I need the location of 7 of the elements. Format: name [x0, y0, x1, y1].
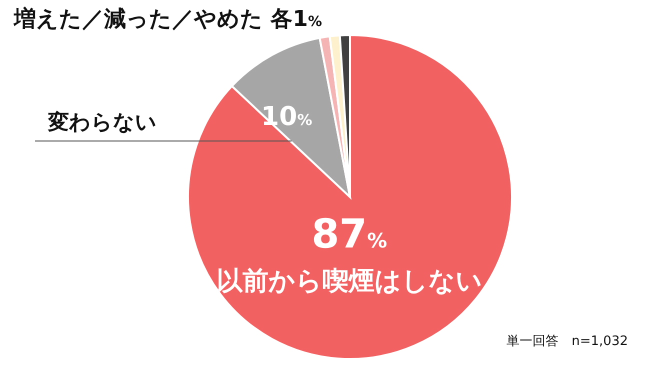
text: 単一回答 n=1,032	[506, 333, 628, 350]
data-label: 10%	[261, 102, 312, 132]
text: 増えた／減った／やめた 各1%	[14, 7, 322, 32]
slice-label: 変わらない	[47, 110, 157, 134]
data-label: 87%	[311, 212, 388, 258]
pie-slice	[230, 36, 351, 198]
slice-label: 以前から喫煙はしない	[216, 266, 482, 297]
